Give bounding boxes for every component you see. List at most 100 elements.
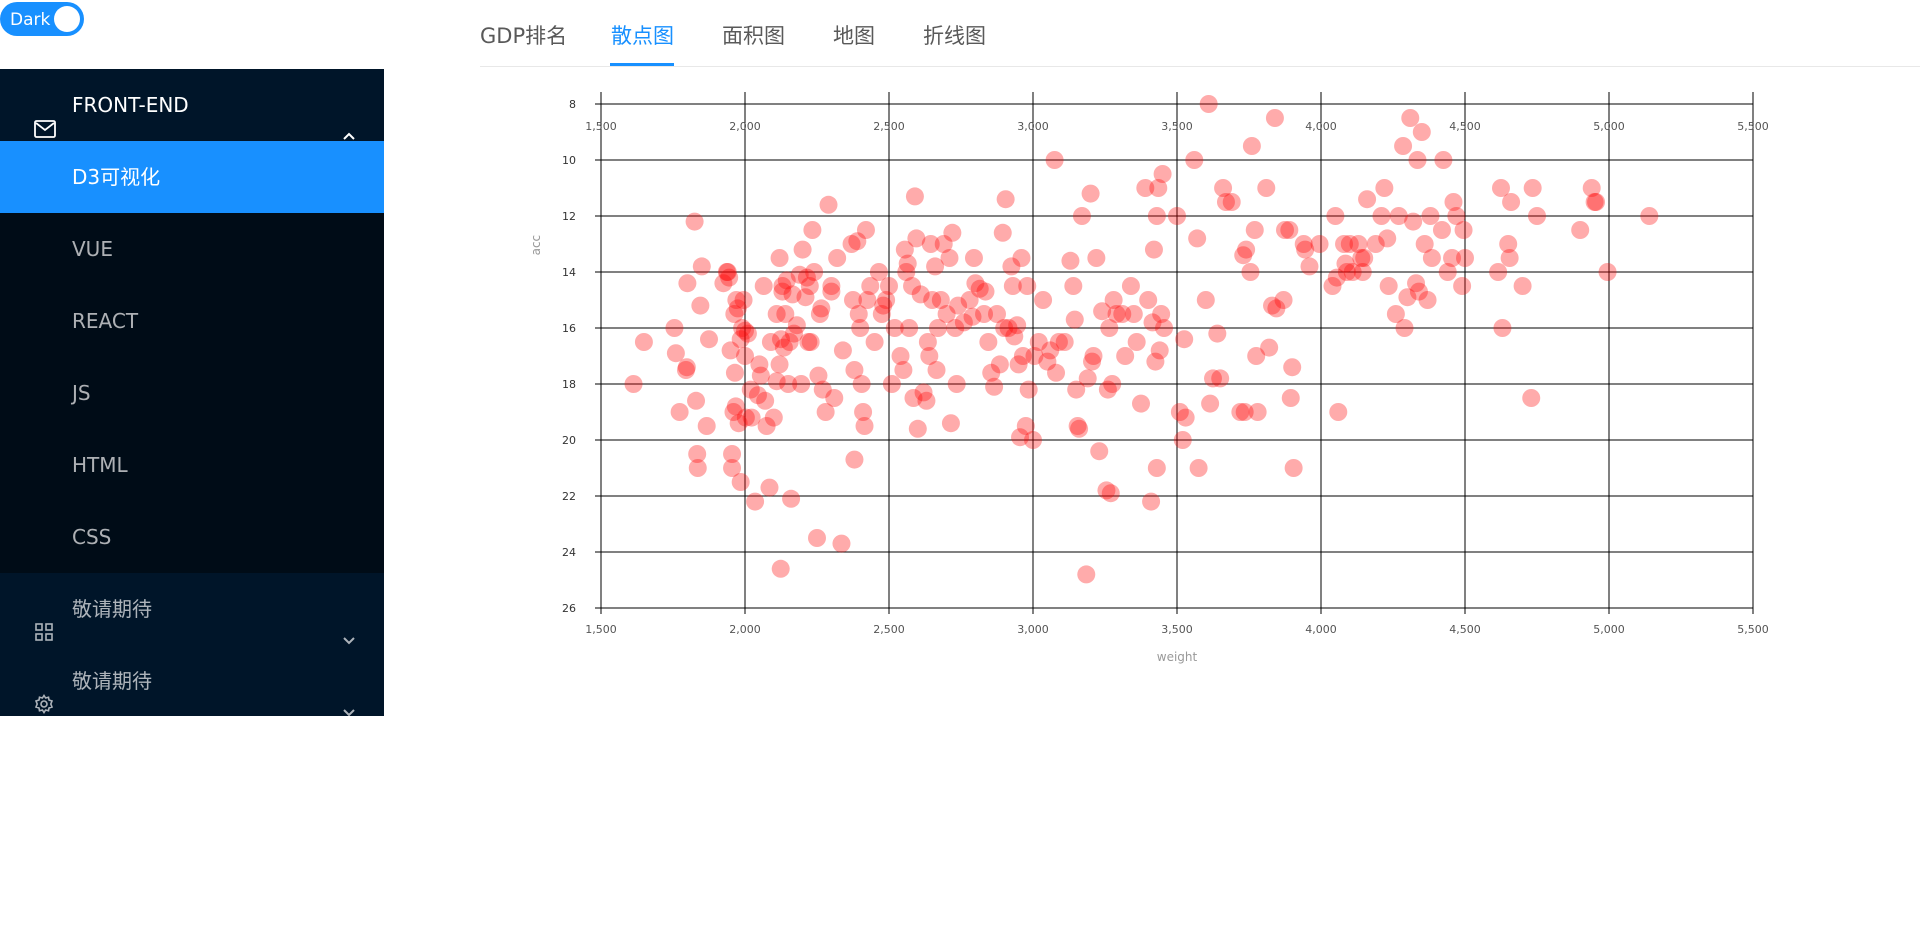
- data-point: [1121, 277, 1140, 295]
- data-point: [666, 344, 685, 363]
- data-point: [1090, 442, 1109, 461]
- data-point: [1047, 363, 1066, 382]
- tab-line[interactable]: 折线图: [923, 24, 986, 48]
- data-point: [1386, 305, 1405, 323]
- data-point: [963, 307, 982, 326]
- data-point: [865, 333, 884, 351]
- data-point: [717, 263, 736, 281]
- submenu: D3可视化 VUE REACT JS HTML CSS: [0, 141, 384, 573]
- data-point: [1294, 235, 1313, 253]
- data-point: [1443, 249, 1462, 267]
- data-point: [1587, 193, 1606, 211]
- data-point: [877, 291, 896, 309]
- sidebar-item-js[interactable]: JS: [0, 357, 384, 429]
- data-point: [1068, 417, 1087, 435]
- data-point: [931, 291, 950, 309]
- data-point: [1281, 389, 1300, 407]
- sidebar-item-d3[interactable]: D3可视化: [0, 141, 384, 213]
- data-point: [874, 296, 893, 315]
- data-point: [926, 257, 945, 276]
- x-axis-top: 1,500 2,000 2,500 3,000 3,500 4,000 4,500 5,000…: [585, 120, 1769, 133]
- data-point: [757, 417, 776, 435]
- data-point: [751, 366, 770, 385]
- data-point: [1083, 352, 1102, 371]
- data-point: [792, 375, 811, 393]
- data-point: [1101, 484, 1120, 503]
- x-tick-label: 3,000: [1017, 623, 1049, 636]
- data-point: [1103, 375, 1122, 393]
- data-point: [1353, 263, 1372, 281]
- data-point: [783, 285, 802, 304]
- menu-label: 敬请期待: [72, 597, 152, 621]
- data-point: [816, 403, 835, 421]
- data-point: [1070, 419, 1089, 438]
- data-point: [796, 288, 815, 307]
- sidebar-item-react[interactable]: REACT: [0, 285, 384, 357]
- data-point: [1327, 268, 1346, 287]
- theme-toggle[interactable]: Dark: [0, 2, 84, 36]
- data-point: [1375, 179, 1394, 197]
- data-point: [723, 459, 742, 477]
- data-point: [848, 232, 867, 251]
- x-tick-label: 5,500: [1737, 623, 1769, 636]
- menu-coming-soon-1[interactable]: 敬请期待: [0, 573, 384, 645]
- data-point: [1008, 316, 1027, 335]
- data-point: [1283, 358, 1302, 377]
- data-point: [697, 417, 716, 435]
- data-point: [979, 333, 998, 351]
- data-point: [872, 305, 891, 323]
- data-point: [851, 319, 870, 337]
- data-point: [891, 347, 910, 365]
- data-point: [808, 529, 826, 547]
- data-point: [1421, 207, 1440, 225]
- data-point: [1493, 319, 1512, 337]
- data-point: [725, 305, 744, 323]
- data-point: [1139, 291, 1158, 309]
- menu-coming-soon-2[interactable]: 敬请期待: [0, 645, 384, 717]
- data-point: [1142, 492, 1161, 511]
- tab-map[interactable]: 地图: [833, 24, 875, 48]
- data-point: [1434, 151, 1453, 169]
- data-point: [1263, 296, 1282, 315]
- data-point: [1067, 380, 1086, 399]
- data-point: [692, 257, 711, 276]
- chevron-down-icon: [342, 674, 356, 717]
- data-point: [1204, 369, 1222, 388]
- data-point: [728, 299, 747, 318]
- data-point: [1201, 394, 1220, 413]
- data-point: [949, 296, 968, 315]
- data-point: [1013, 347, 1032, 365]
- data-point: [1038, 352, 1057, 371]
- tab-scatter[interactable]: 散点图: [611, 24, 674, 48]
- data-point: [921, 235, 940, 253]
- data-point: [1349, 235, 1368, 253]
- data-point: [1173, 431, 1192, 449]
- data-point: [990, 355, 1009, 374]
- data-point: [927, 361, 946, 379]
- setting-icon: [34, 671, 56, 714]
- data-point: [700, 330, 718, 349]
- tab-gdp-rank[interactable]: GDP排名: [480, 24, 568, 48]
- data-point: [900, 319, 919, 337]
- y-tick-label: 24: [562, 546, 576, 559]
- data-point: [665, 319, 684, 337]
- menu-group-front-end[interactable]: FRONT-END: [0, 69, 384, 141]
- data-point: [1025, 347, 1044, 365]
- tab-area[interactable]: 面积图: [722, 24, 785, 48]
- data-point: [1310, 235, 1329, 253]
- data-point: [718, 263, 737, 281]
- sidebar-item-css[interactable]: CSS: [0, 501, 384, 573]
- data-point: [1408, 151, 1427, 169]
- data-point: [1407, 274, 1426, 293]
- sidebar-item-html[interactable]: HTML: [0, 429, 384, 501]
- y-tick-label: 10: [562, 154, 576, 167]
- data-point: [1237, 240, 1256, 259]
- y-tick-label: 26: [562, 602, 576, 615]
- data-point: [923, 291, 942, 309]
- data-point: [750, 355, 769, 374]
- y-tick-label: 22: [562, 490, 576, 503]
- data-point: [1300, 257, 1319, 276]
- data-point: [907, 229, 926, 248]
- data-point: [770, 249, 789, 267]
- sidebar-item-vue[interactable]: VUE: [0, 213, 384, 285]
